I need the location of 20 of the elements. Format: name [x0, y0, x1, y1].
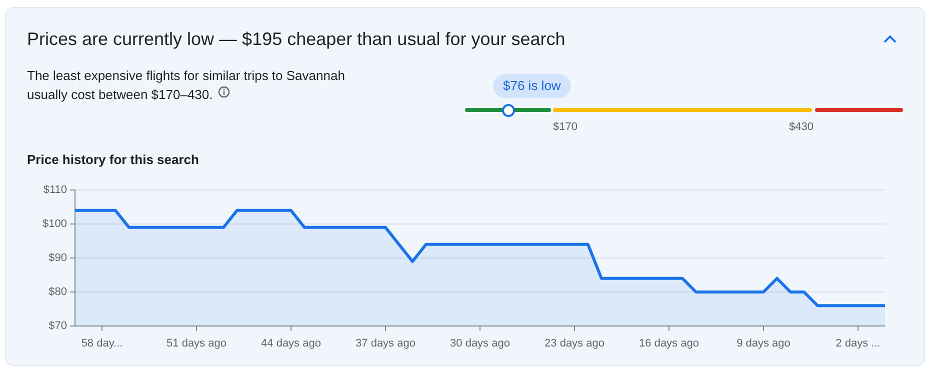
y-tick-label: $70	[48, 320, 67, 332]
y-tick-label: $80	[48, 286, 67, 298]
chart-subtitle: The least expensive flights for similar trips to Savannah usually cost between $170–430.	[27, 67, 346, 104]
x-tick-label: 51 days ago	[166, 338, 226, 350]
x-tick-label: 23 days ago	[544, 338, 604, 350]
text: $170	[553, 121, 578, 133]
x-tick-label: 44 days ago	[261, 338, 321, 350]
text: $430	[789, 121, 814, 133]
text: Price history for this search	[27, 152, 199, 167]
chart-title: Prices are currently low — $195 cheaper than usual for your search	[27, 29, 566, 50]
x-tick-label: 16 days ago	[639, 338, 699, 350]
x-tick-label: 2 days ...	[836, 338, 880, 350]
y-tick-label: $90	[48, 252, 67, 264]
x-tick-label: 58 day...	[81, 338, 123, 350]
x-tick-label: 37 days ago	[356, 338, 416, 350]
y-tick-label: $110	[43, 184, 67, 196]
x-tick-label: 9 days ago	[736, 338, 790, 350]
y-tick-label: $100	[42, 218, 67, 230]
text: $76 is low	[493, 74, 571, 98]
x-tick-label: 30 days ago	[450, 338, 510, 350]
